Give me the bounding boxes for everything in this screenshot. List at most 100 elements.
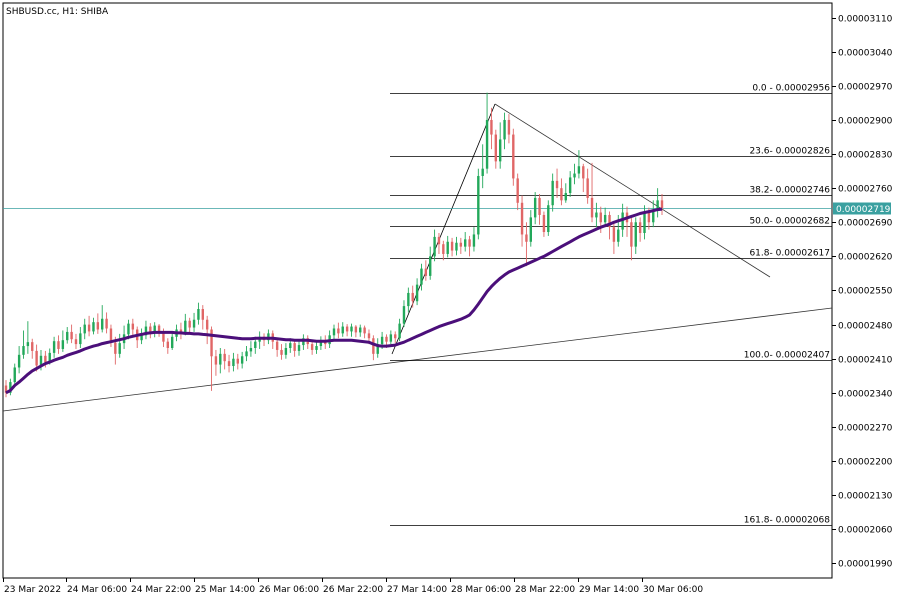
- candle-body[interactable]: [4, 385, 8, 393]
- candle-body[interactable]: [70, 331, 73, 340]
- candle-body[interactable]: [442, 244, 445, 254]
- candle-body[interactable]: [96, 322, 100, 330]
- candle-body[interactable]: [420, 268, 423, 285]
- candle-body[interactable]: [83, 324, 86, 334]
- candle-body[interactable]: [210, 329, 213, 357]
- candle-body[interactable]: [127, 323, 130, 335]
- candle-body[interactable]: [293, 343, 296, 351]
- candle-body[interactable]: [192, 319, 196, 328]
- candle-body[interactable]: [415, 284, 419, 302]
- candle-body[interactable]: [586, 178, 589, 198]
- candle-body[interactable]: [236, 358, 239, 364]
- candle-body[interactable]: [573, 173, 576, 178]
- candle-body[interactable]: [634, 222, 637, 247]
- candle-body[interactable]: [319, 340, 323, 347]
- candle-body[interactable]: [621, 212, 624, 230]
- candle-body[interactable]: [44, 355, 47, 363]
- candle-body[interactable]: [542, 214, 546, 233]
- candle-body[interactable]: [520, 202, 524, 235]
- candle-body[interactable]: [31, 342, 34, 351]
- candle-body[interactable]: [118, 343, 121, 354]
- candle-body[interactable]: [367, 333, 371, 339]
- candle-body[interactable]: [577, 166, 581, 174]
- candle-body[interactable]: [433, 236, 436, 257]
- candle-body[interactable]: [638, 222, 642, 233]
- candle-body[interactable]: [310, 344, 314, 350]
- candle-body[interactable]: [468, 239, 471, 247]
- candle-body[interactable]: [516, 178, 519, 203]
- candle-body[interactable]: [652, 210, 655, 223]
- candle-body[interactable]: [407, 292, 410, 307]
- candle-body[interactable]: [275, 341, 279, 350]
- candle-body[interactable]: [450, 241, 454, 251]
- candle-body[interactable]: [507, 119, 511, 135]
- candle-body[interactable]: [424, 268, 428, 276]
- candle-body[interactable]: [595, 212, 598, 218]
- candle-body[interactable]: [389, 334, 393, 342]
- candle-body[interactable]: [647, 212, 651, 223]
- candle-body[interactable]: [162, 331, 165, 342]
- candle-body[interactable]: [376, 344, 379, 354]
- candle-body[interactable]: [205, 319, 209, 330]
- candle-body[interactable]: [26, 342, 30, 347]
- candle-body[interactable]: [455, 242, 458, 251]
- candle-body[interactable]: [280, 349, 283, 355]
- candle-body[interactable]: [284, 348, 288, 355]
- candle-body[interactable]: [411, 292, 414, 302]
- candle-body[interactable]: [459, 242, 463, 247]
- candle-body[interactable]: [555, 180, 559, 189]
- candle-body[interactable]: [219, 353, 222, 365]
- candle-body[interactable]: [490, 119, 493, 135]
- candle-body[interactable]: [608, 214, 611, 228]
- candle-body[interactable]: [289, 343, 292, 348]
- candle-body[interactable]: [599, 212, 602, 223]
- candle-body[interactable]: [437, 236, 441, 245]
- candle-body[interactable]: [144, 326, 148, 336]
- candle-body[interactable]: [612, 227, 616, 242]
- candle-body[interactable]: [472, 234, 476, 247]
- candle-body[interactable]: [394, 334, 397, 339]
- candle-body[interactable]: [52, 341, 56, 353]
- support-trendline[interactable]: [2, 307, 833, 412]
- candle-body[interactable]: [297, 345, 301, 351]
- candle-body[interactable]: [79, 333, 82, 345]
- candle-body[interactable]: [568, 177, 572, 194]
- candle-body[interactable]: [494, 134, 498, 162]
- candle-body[interactable]: [149, 326, 152, 334]
- candle-body[interactable]: [538, 197, 541, 215]
- candle-body[interactable]: [380, 336, 384, 345]
- candle-body[interactable]: [101, 318, 104, 330]
- candle-body[interactable]: [398, 323, 401, 339]
- candle-body[interactable]: [245, 351, 248, 357]
- candle-body[interactable]: [464, 239, 467, 247]
- candle-body[interactable]: [590, 197, 594, 218]
- candle-body[interactable]: [227, 361, 231, 367]
- candle-body[interactable]: [485, 119, 489, 169]
- candle-body[interactable]: [564, 193, 567, 201]
- candle-body[interactable]: [157, 325, 161, 332]
- candle-body[interactable]: [385, 336, 388, 342]
- candle-body[interactable]: [560, 188, 563, 201]
- candle-body[interactable]: [529, 217, 532, 242]
- candle-body[interactable]: [533, 197, 537, 218]
- candle-body[interactable]: [240, 356, 244, 364]
- candle-body[interactable]: [354, 326, 358, 333]
- candle-body[interactable]: [201, 309, 204, 320]
- candle-body[interactable]: [643, 212, 646, 233]
- candle-body[interactable]: [341, 326, 344, 334]
- candle-body[interactable]: [232, 358, 235, 367]
- candle-body[interactable]: [429, 256, 432, 276]
- candle-body[interactable]: [656, 200, 659, 211]
- candle-body[interactable]: [22, 346, 25, 355]
- candle-body[interactable]: [66, 331, 69, 341]
- candle-body[interactable]: [254, 341, 257, 348]
- candle-body[interactable]: [660, 200, 664, 209]
- candle-body[interactable]: [74, 339, 78, 345]
- candle-body[interactable]: [35, 350, 38, 366]
- candle-body[interactable]: [359, 327, 362, 333]
- candle-body[interactable]: [551, 180, 554, 206]
- candle-body[interactable]: [61, 340, 65, 349]
- candle-body[interactable]: [503, 119, 506, 140]
